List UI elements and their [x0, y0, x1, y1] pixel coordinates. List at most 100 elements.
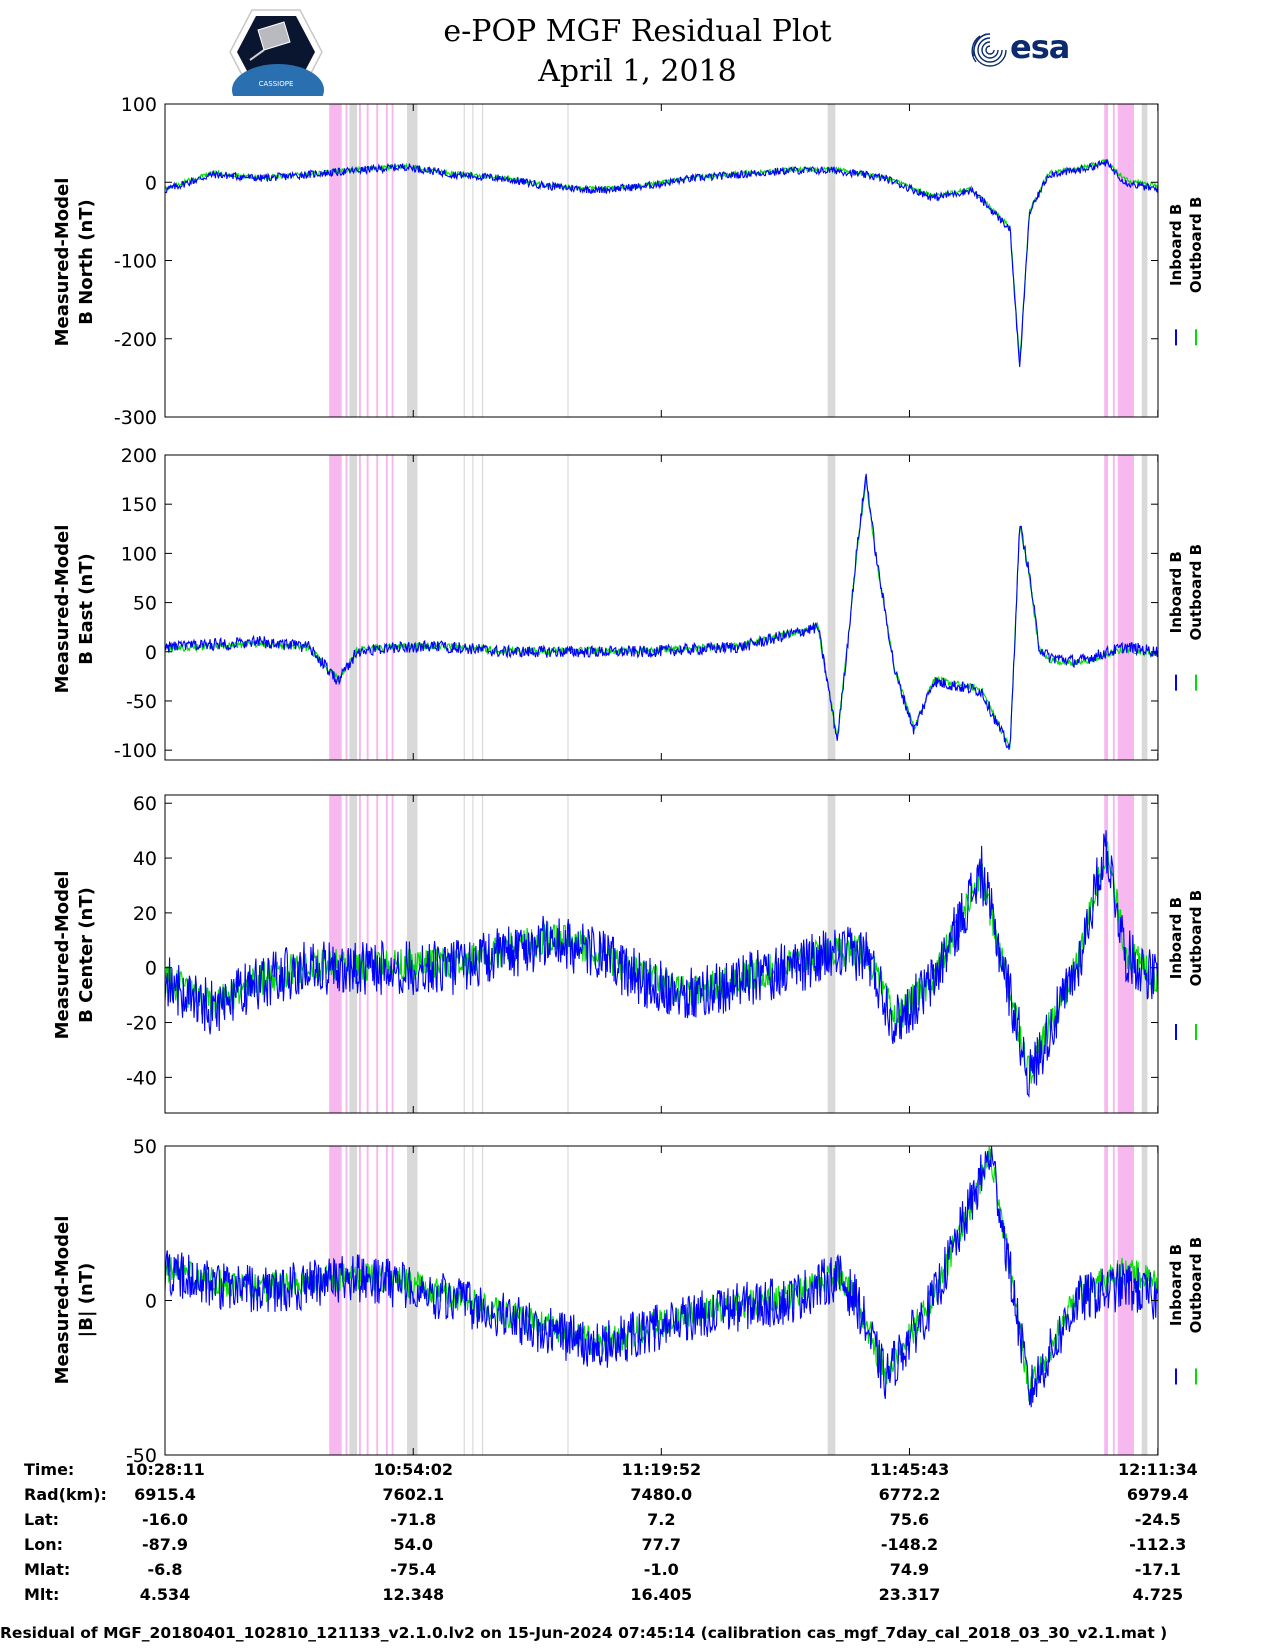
pink-band: [1104, 1146, 1109, 1455]
orbit-cell: -148.2: [880, 1535, 939, 1554]
pink-band: [358, 455, 361, 760]
y-tick-label: 0: [145, 1291, 157, 1313]
legend-outboard-label: Outboard B: [1187, 1237, 1205, 1334]
gray-band: [827, 455, 836, 760]
inboard-b-line: [164, 473, 1159, 750]
orbit-cell: 16.405: [630, 1585, 693, 1604]
y-tick-label: -200: [114, 329, 157, 351]
orbit-cell: -112.3: [1129, 1535, 1187, 1554]
panel-1: -300 -200 -100 0 100 Measured-Model B North (n…: [52, 94, 1205, 429]
gray-band: [472, 1146, 474, 1455]
panel-4: -50 0 50 Measured-Model |B| (nT) Inboard B Out…: [52, 1136, 1205, 1467]
orbit-cell: 11:19:52: [621, 1460, 702, 1479]
page-title: e-POP MGF Residual Plot: [443, 14, 832, 49]
orbit-cell: -75.4: [390, 1560, 437, 1579]
pink-band: [391, 455, 394, 760]
y-tick-label: 100: [121, 94, 157, 116]
gray-band: [463, 455, 465, 760]
legend-outboard-label: Outboard B: [1187, 197, 1205, 294]
gray-band: [481, 795, 484, 1113]
y-tick-label: 0: [145, 172, 157, 194]
gray-band: [567, 455, 569, 760]
y-tick-label: 40: [133, 848, 157, 870]
orbit-cell: -24.5: [1134, 1510, 1181, 1529]
orbit-row-label: Mlt:: [24, 1585, 60, 1604]
y-axis-label-line: B Center (nT): [76, 887, 97, 1023]
pink-band: [366, 1146, 369, 1455]
page-date: April 1, 2018: [538, 54, 737, 89]
orbit-cell: 6772.2: [878, 1485, 941, 1504]
gray-band: [567, 104, 569, 417]
panel-2: -100 -50 0 50 100 150 200 Measured-Model B East …: [52, 445, 1205, 762]
legend-outboard-label: Outboard B: [1187, 544, 1205, 641]
gray-band: [407, 795, 418, 1113]
y-axis-label-line: B North (nT): [76, 199, 97, 325]
y-tick-label: 20: [133, 903, 157, 925]
y-tick-label: -100: [114, 251, 157, 273]
pink-band: [391, 795, 394, 1113]
pink-band: [366, 104, 369, 417]
orbit-cell: -71.8: [390, 1510, 437, 1529]
gray-band: [481, 455, 484, 760]
y-tick-label: 60: [133, 793, 157, 815]
orbit-cell: 6979.4: [1126, 1485, 1189, 1504]
gray-band: [349, 104, 358, 417]
y-tick-label: 100: [121, 543, 157, 565]
y-axis-label-line: Measured-Model: [52, 525, 73, 694]
gray-band: [407, 104, 418, 417]
pink-band: [376, 104, 379, 417]
orbit-cell: 6915.4: [134, 1485, 196, 1504]
y-axis-label: Measured-Model B East (nT): [52, 525, 97, 694]
logo-boom: [249, 49, 265, 61]
orbit-cell: -6.8: [147, 1560, 183, 1579]
gray-band: [463, 104, 465, 417]
gray-band: [407, 1146, 418, 1455]
pink-band: [345, 1146, 348, 1455]
pink-band: [329, 455, 342, 760]
pink-band: [1117, 104, 1134, 417]
orbit-row-label: Lon:: [24, 1535, 63, 1554]
gray-band: [1141, 1146, 1148, 1455]
y-tick-label: 0: [145, 642, 157, 664]
cassiope-mission-logo: CASSIOPE: [229, 9, 324, 96]
orbit-cell: 4.725: [1132, 1585, 1184, 1604]
footer-caption: Residual of MGF_20180401_102810_121133_v…: [0, 1624, 1168, 1642]
gray-band: [472, 104, 474, 417]
pink-band: [385, 455, 388, 760]
pink-band: [385, 1146, 388, 1455]
pink-band: [366, 455, 369, 760]
y-axis-label-line: |B| (nT): [76, 1263, 97, 1338]
orbit-cell: -1.0: [643, 1560, 679, 1579]
gray-band: [407, 455, 418, 760]
pink-band: [1104, 455, 1109, 760]
orbit-cell: -16.0: [141, 1510, 189, 1529]
y-tick-label: -300: [114, 407, 157, 429]
plot-frame: [164, 1145, 1159, 1456]
orbit-cell: 75.6: [889, 1510, 930, 1529]
orbit-cell: 12:11:34: [1118, 1460, 1198, 1479]
orbit-row-label: Time:: [24, 1460, 75, 1479]
legend-inboard-label: Inboard B: [1167, 897, 1185, 979]
pink-band: [345, 795, 348, 1113]
y-tick-label: 50: [133, 593, 157, 615]
pink-band: [329, 104, 342, 417]
legend-inboard-label: Inboard B: [1167, 1244, 1185, 1326]
legend-inboard-label: Inboard B: [1167, 551, 1185, 633]
gray-band: [1141, 795, 1148, 1113]
orbit-cell: 54.0: [393, 1535, 433, 1554]
y-tick-label: -50: [126, 691, 157, 713]
inboard-b-line: [164, 830, 1159, 1099]
pink-band: [391, 104, 394, 417]
pink-band: [1112, 1146, 1115, 1455]
pink-band: [1112, 104, 1115, 417]
orbit-cell: 23.317: [878, 1585, 941, 1604]
legend-inboard-label: Inboard B: [1167, 204, 1185, 286]
pink-band: [385, 104, 388, 417]
pink-band: [376, 795, 379, 1113]
esa-logo: esa: [968, 28, 1088, 70]
pink-band: [1112, 455, 1115, 760]
gray-band: [472, 455, 474, 760]
y-axis-label: Measured-Model B Center (nT): [52, 871, 97, 1040]
gray-band: [481, 104, 484, 417]
